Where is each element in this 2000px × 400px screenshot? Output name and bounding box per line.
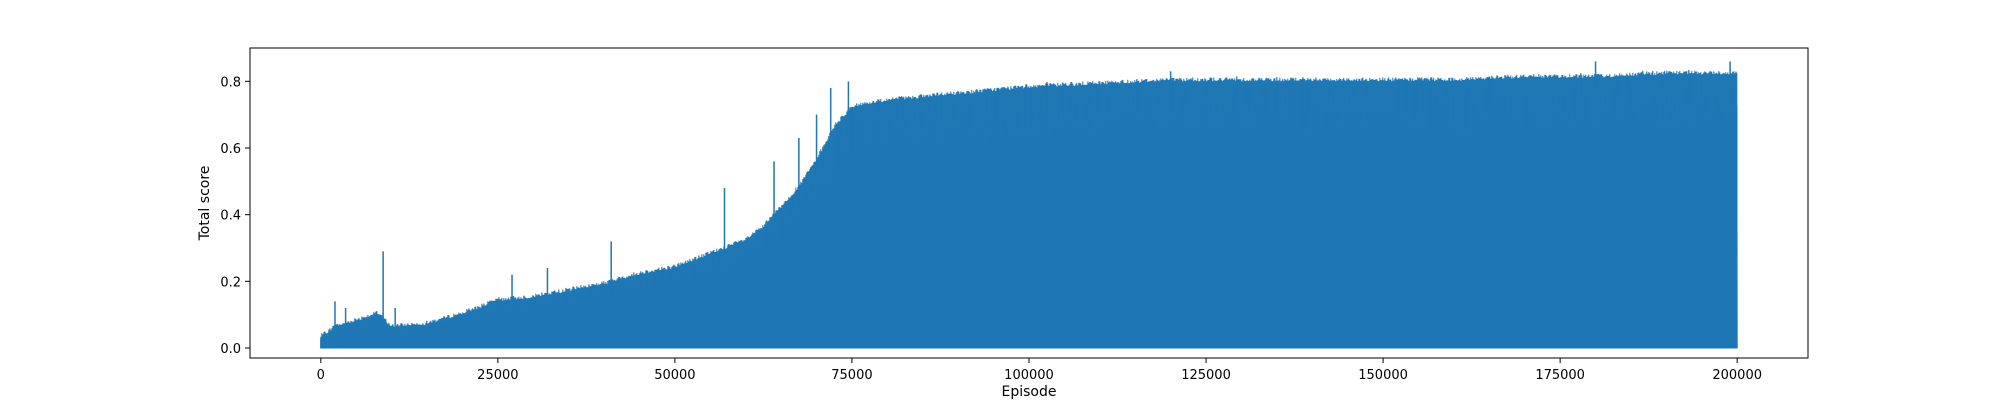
x-tick-label: 175000: [1535, 368, 1585, 383]
x-tick-label: 100000: [1004, 368, 1054, 383]
plot-series-layer: [320, 61, 1738, 349]
y-tick-label: 0.0: [220, 342, 241, 357]
series-noise-strokes: [320, 70, 1738, 348]
ticks-layer: 0 25000 50000 75000 100000 125000 150000 175000…: [220, 75, 1762, 383]
plot-area-frame: [249, 47, 1809, 359]
y-tick-label: 0.4: [220, 209, 241, 224]
x-tick-label: 25000: [477, 368, 518, 383]
y-tick-label: 0.6: [220, 142, 241, 157]
y-tick-label: 0.8: [220, 75, 241, 90]
y-axis-label: Total score: [197, 166, 213, 242]
x-axis-label: Episode: [1002, 384, 1057, 400]
x-tick-label: 150000: [1358, 368, 1408, 383]
x-tick-label: 125000: [1181, 368, 1231, 383]
y-tick-label: 0.2: [220, 275, 241, 290]
x-tick-label: 50000: [654, 368, 695, 383]
x-tick-label: 75000: [831, 368, 872, 383]
x-tick-label: 0: [317, 368, 325, 383]
x-tick-label: 200000: [1712, 368, 1762, 383]
